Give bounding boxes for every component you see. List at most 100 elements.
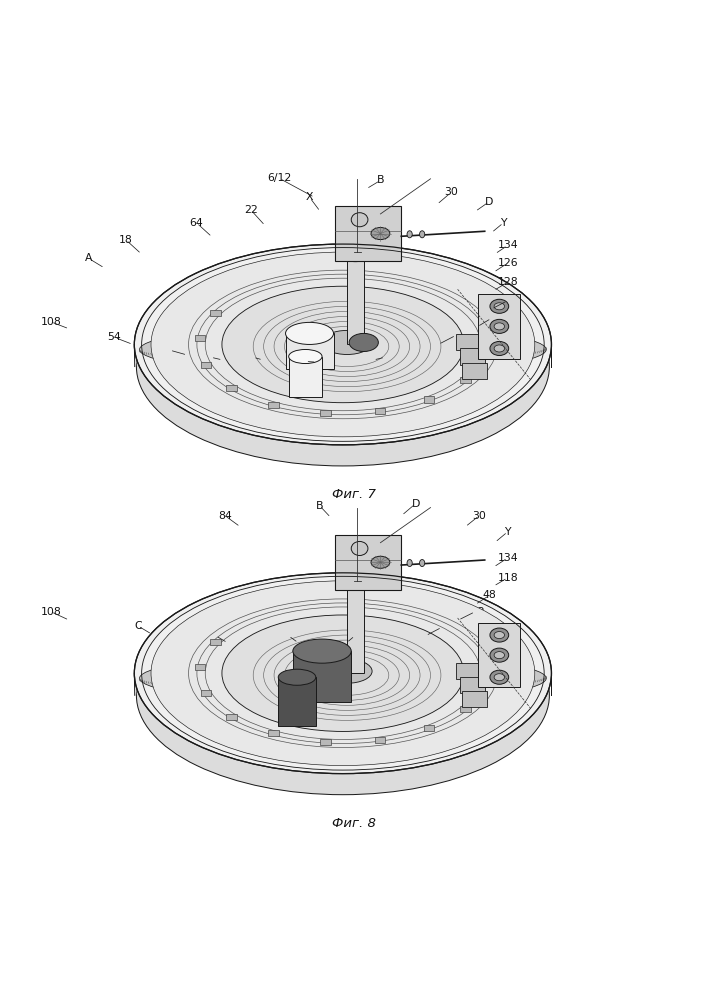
Text: 134: 134 [497,240,518,250]
Polygon shape [149,305,153,330]
Ellipse shape [139,654,547,703]
Ellipse shape [351,213,368,227]
Bar [201,690,211,696]
Bar [320,739,331,745]
Polygon shape [222,590,228,614]
Polygon shape [298,575,305,598]
Ellipse shape [235,292,451,397]
Ellipse shape [168,328,177,336]
Polygon shape [287,247,293,271]
Text: 30: 30 [444,187,458,197]
Ellipse shape [168,305,177,313]
Text: 126: 126 [497,258,518,268]
Polygon shape [147,636,151,662]
Ellipse shape [293,639,351,663]
Ellipse shape [288,349,322,364]
FancyBboxPatch shape [270,376,295,384]
Polygon shape [172,614,177,639]
Polygon shape [237,257,243,281]
Polygon shape [186,605,192,630]
Text: B: B [316,501,323,511]
Polygon shape [222,261,228,286]
Polygon shape [243,584,249,608]
Text: B: B [377,175,384,185]
FancyBboxPatch shape [395,704,420,712]
Bar [460,377,471,383]
Text: C: C [134,621,141,631]
Polygon shape [134,342,136,367]
Bar [320,410,331,416]
FancyBboxPatch shape [455,334,481,350]
Polygon shape [259,580,265,604]
Bar [195,335,206,341]
Text: 88: 88 [163,345,177,355]
Ellipse shape [214,282,472,407]
Polygon shape [253,581,259,606]
FancyBboxPatch shape [479,623,520,687]
Polygon shape [237,585,243,610]
Polygon shape [135,333,138,358]
Polygon shape [140,319,144,344]
Polygon shape [227,259,233,284]
Ellipse shape [490,319,509,333]
Text: Y: Y [504,527,511,537]
FancyBboxPatch shape [180,691,188,716]
Polygon shape [156,297,160,322]
Polygon shape [208,595,214,620]
FancyBboxPatch shape [347,588,364,673]
Bar [479,681,489,687]
Ellipse shape [490,341,509,356]
Ellipse shape [180,266,506,423]
Text: X: X [306,192,313,202]
FancyBboxPatch shape [334,206,402,261]
Ellipse shape [151,252,534,437]
Polygon shape [137,324,141,349]
FancyBboxPatch shape [185,663,216,718]
Polygon shape [217,591,223,616]
Polygon shape [275,577,281,601]
Bar [375,408,385,414]
FancyBboxPatch shape [332,376,358,384]
FancyBboxPatch shape [293,651,351,702]
Ellipse shape [279,669,316,685]
Ellipse shape [134,573,551,774]
FancyBboxPatch shape [172,678,180,703]
FancyBboxPatch shape [279,677,316,726]
Polygon shape [134,339,136,364]
Ellipse shape [222,615,464,731]
Text: 132: 132 [464,607,486,617]
Polygon shape [134,667,136,692]
Polygon shape [212,593,218,618]
FancyBboxPatch shape [288,357,322,397]
Bar [195,664,206,670]
Ellipse shape [168,634,177,642]
Polygon shape [298,246,305,269]
Text: 64: 64 [189,218,204,228]
FancyBboxPatch shape [185,334,216,390]
Polygon shape [269,249,276,273]
Text: 6/12: 6/12 [267,173,291,183]
Polygon shape [136,327,139,352]
Polygon shape [137,653,141,678]
Polygon shape [141,645,145,670]
Polygon shape [247,583,254,607]
Polygon shape [149,634,153,659]
Polygon shape [140,647,144,673]
Polygon shape [134,665,137,690]
Text: Y: Y [500,218,507,228]
Polygon shape [253,253,259,277]
Ellipse shape [490,628,509,642]
Ellipse shape [407,231,412,238]
Bar [268,730,279,736]
Text: 86: 86 [209,631,223,641]
Ellipse shape [347,585,364,590]
Ellipse shape [494,303,505,310]
Text: 108: 108 [40,317,62,327]
Ellipse shape [490,299,509,313]
Polygon shape [153,628,158,654]
Polygon shape [136,330,139,355]
Ellipse shape [490,670,509,684]
Text: 126: 126 [431,622,452,632]
Ellipse shape [136,596,549,795]
Ellipse shape [494,323,505,330]
